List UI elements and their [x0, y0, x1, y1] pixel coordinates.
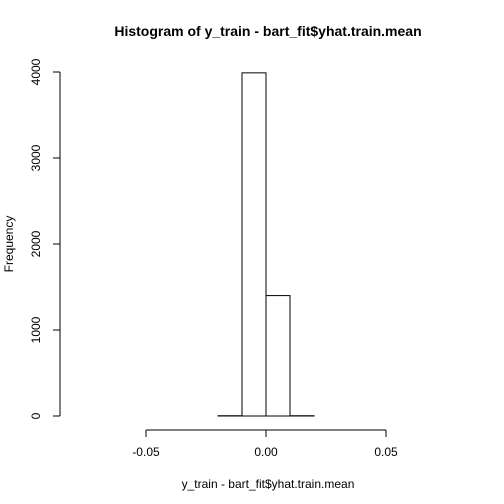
y-tick-label: 1000	[29, 316, 43, 343]
x-axis-label: y_train - bart_fit$yhat.train.mean	[182, 477, 355, 491]
y-tick-label: 3000	[29, 144, 43, 171]
y-tick-label: 2000	[29, 230, 43, 257]
x-axis: -0.05 0.00 0.05	[132, 429, 398, 459]
x-tick-label: 0.05	[374, 445, 398, 459]
x-tick-label: -0.05	[132, 445, 160, 459]
y-axis-label: Frequency	[2, 216, 16, 273]
chart-title: Histogram of y_train - bart_fit$yhat.tra…	[114, 23, 421, 39]
y-tick-label: 0	[29, 412, 43, 419]
y-tick-label: 4000	[29, 58, 43, 85]
histogram-bars	[217, 72, 315, 417]
histogram-bar	[241, 72, 267, 417]
histogram-bar	[265, 295, 291, 417]
x-tick-label: 0.00	[254, 445, 278, 459]
y-axis: 0 1000 2000 3000 4000	[29, 58, 61, 419]
